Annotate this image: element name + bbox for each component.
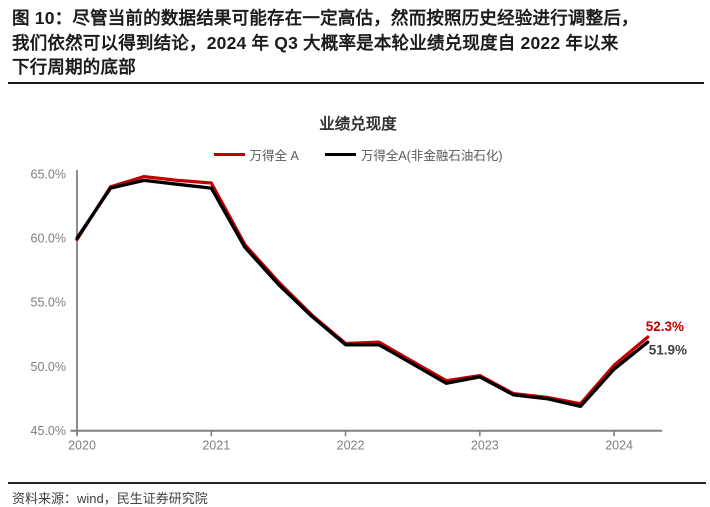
top-divider [8,82,704,84]
figure-caption-line-1: 图 10：尽管当前的数据结果可能存在一定高估，然而按照历史经验进行调整后， [12,8,639,28]
x-tick-label: 2023 [471,438,499,452]
source-note: 资料来源：wind，民生证券研究院 [12,491,208,506]
end-label-red: 52.3% [646,319,684,334]
black-line-swatch [324,152,356,157]
figure-caption-line-3: 下行周期的底部 [12,57,136,77]
y-tick-label: 45.0% [31,424,66,438]
figure-caption-line-2: 我们依然可以得到结论，2024 年 Q3 大概率是本轮业绩兑现度自 2022 年… [12,32,619,53]
y-tick-label: 50.0% [31,360,66,374]
legend-label: 万得全A(非金融石油石化) [360,149,503,163]
red-line-swatch [213,152,245,157]
series-line-black [75,178,650,409]
chart-legend: 万得全 A 万得全A(非金融石油石化) [4,145,710,164]
legend-label: 万得全 A [249,149,299,163]
legend-item-wind-all-a: 万得全 A [213,145,299,164]
x-tick-label: 2022 [337,438,365,452]
chart-title: 业绩兑现度 [319,116,397,133]
x-tick-label: 2024 [605,438,633,452]
y-tick-label: 55.0% [31,296,66,310]
line-chart: 2020 2021 2022 2023 2024 65.0% 60.0% 55.0% 50.0%… [31,167,687,452]
y-tick-label: 60.0% [31,232,66,246]
bottom-divider [8,482,706,484]
y-tick-label: 65.0% [31,167,66,181]
end-label-black: 51.9% [649,343,687,358]
x-tick-label: 2020 [68,438,96,452]
figure-caption: 图 10：尽管当前的数据结果可能存在一定高估，然而按照历史经验进行调整后， 我们… [12,6,702,80]
x-tick-label: 2021 [202,438,230,452]
series-line-red [75,174,650,406]
legend-item-wind-all-a-ex-financials: 万得全A(非金融石油石化) [324,145,503,164]
